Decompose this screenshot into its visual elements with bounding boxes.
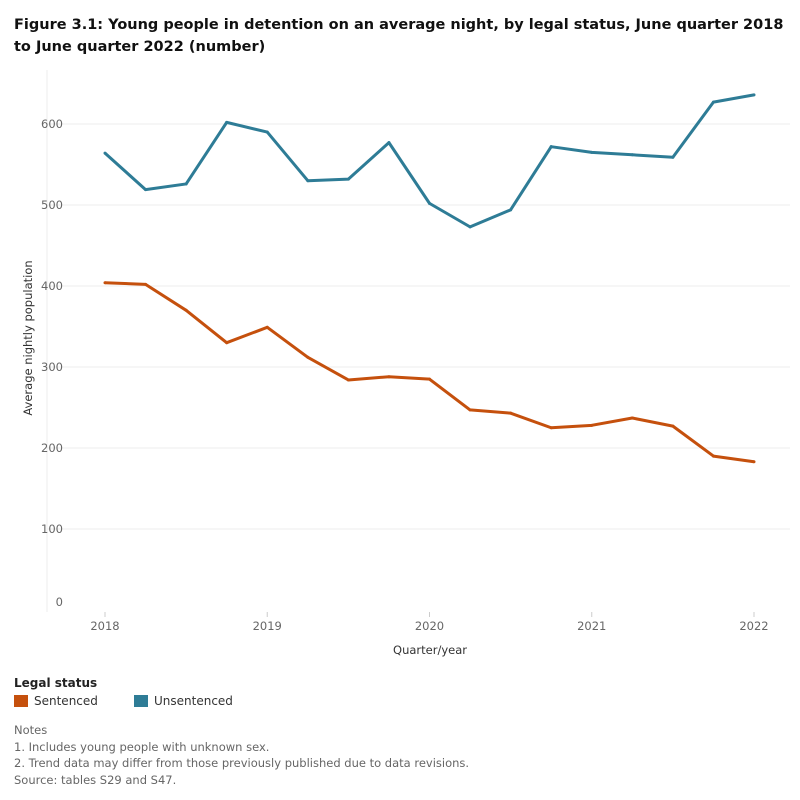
data-point-unsentenced[interactable]	[225, 120, 229, 124]
legend-swatch-sentenced	[14, 695, 28, 707]
data-point-sentenced[interactable]	[387, 375, 391, 379]
data-point-unsentenced[interactable]	[103, 151, 107, 155]
notes-heading: Notes	[14, 723, 48, 737]
y-axis-label: Average nightly population	[21, 260, 35, 415]
data-point-sentenced[interactable]	[752, 460, 756, 464]
data-point-unsentenced[interactable]	[468, 225, 472, 229]
x-tick-label: 2018	[90, 619, 119, 633]
data-point-sentenced[interactable]	[590, 423, 594, 427]
y-tick-label: 200	[41, 441, 63, 455]
legend-label: Unsentenced	[154, 694, 233, 708]
series-line-unsentenced[interactable]	[103, 93, 755, 229]
data-point-unsentenced[interactable]	[346, 177, 350, 181]
data-point-sentenced[interactable]	[306, 355, 310, 359]
data-point-sentenced[interactable]	[346, 378, 350, 382]
legend-title: Legal status	[14, 676, 98, 690]
series-line-sentenced[interactable]	[104, 281, 755, 464]
data-point-sentenced[interactable]	[184, 308, 188, 312]
legend-swatch-unsentenced	[134, 695, 148, 707]
data-point-unsentenced[interactable]	[630, 153, 634, 157]
data-point-sentenced[interactable]	[428, 377, 431, 381]
data-point-sentenced[interactable]	[468, 408, 472, 412]
data-point-sentenced[interactable]	[549, 426, 553, 430]
legend-label: Sentenced	[34, 694, 98, 708]
data-point-unsentenced[interactable]	[549, 145, 553, 149]
data-point-sentenced[interactable]	[711, 454, 715, 458]
note-2: 2. Trend data may differ from those prev…	[14, 756, 470, 770]
data-point-unsentenced[interactable]	[671, 155, 675, 159]
y-tick-label: 400	[41, 279, 63, 293]
data-point-unsentenced[interactable]	[387, 141, 391, 145]
y-tick-label: 100	[41, 522, 63, 536]
notes: Notes 1. Includes young people with unkn…	[14, 722, 469, 788]
source-note: Source: tables S29 and S47.	[14, 772, 177, 787]
data-point-unsentenced[interactable]	[265, 130, 269, 134]
x-tick-label: 2019	[253, 619, 282, 633]
y-tick-label: 500	[41, 198, 63, 212]
data-point-unsentenced[interactable]	[509, 208, 513, 212]
legend-item-sentenced[interactable]: Sentenced	[14, 694, 98, 708]
data-point-unsentenced[interactable]	[184, 182, 188, 186]
data-point-unsentenced[interactable]	[306, 179, 310, 183]
note-1: 1. Includes young people with unknown se…	[14, 739, 270, 754]
data-point-sentenced[interactable]	[103, 281, 107, 285]
data-point-unsentenced[interactable]	[711, 100, 715, 104]
legend-item-unsentenced[interactable]: Unsentenced	[134, 694, 233, 708]
data-point-sentenced[interactable]	[509, 411, 513, 415]
data-point-unsentenced[interactable]	[590, 150, 594, 154]
data-point-sentenced[interactable]	[144, 282, 148, 286]
x-axis-label: Quarter/year	[393, 643, 467, 657]
data-point-unsentenced[interactable]	[144, 188, 148, 192]
x-tick-label: 2021	[577, 619, 606, 633]
y-tick-label: 600	[41, 117, 63, 131]
data-point-sentenced[interactable]	[630, 416, 634, 420]
data-point-unsentenced[interactable]	[428, 201, 431, 205]
chart-title: Figure 3.1: Young people in detention on…	[14, 17, 784, 55]
x-tick-label: 2020	[415, 619, 444, 633]
data-point-sentenced[interactable]	[671, 424, 675, 428]
y-tick-label: 0	[56, 595, 63, 609]
y-tick-label: 300	[41, 360, 63, 374]
data-point-sentenced[interactable]	[265, 325, 269, 329]
data-point-unsentenced[interactable]	[752, 93, 756, 97]
data-point-sentenced[interactable]	[225, 341, 229, 345]
x-tick-label: 2022	[739, 619, 768, 633]
